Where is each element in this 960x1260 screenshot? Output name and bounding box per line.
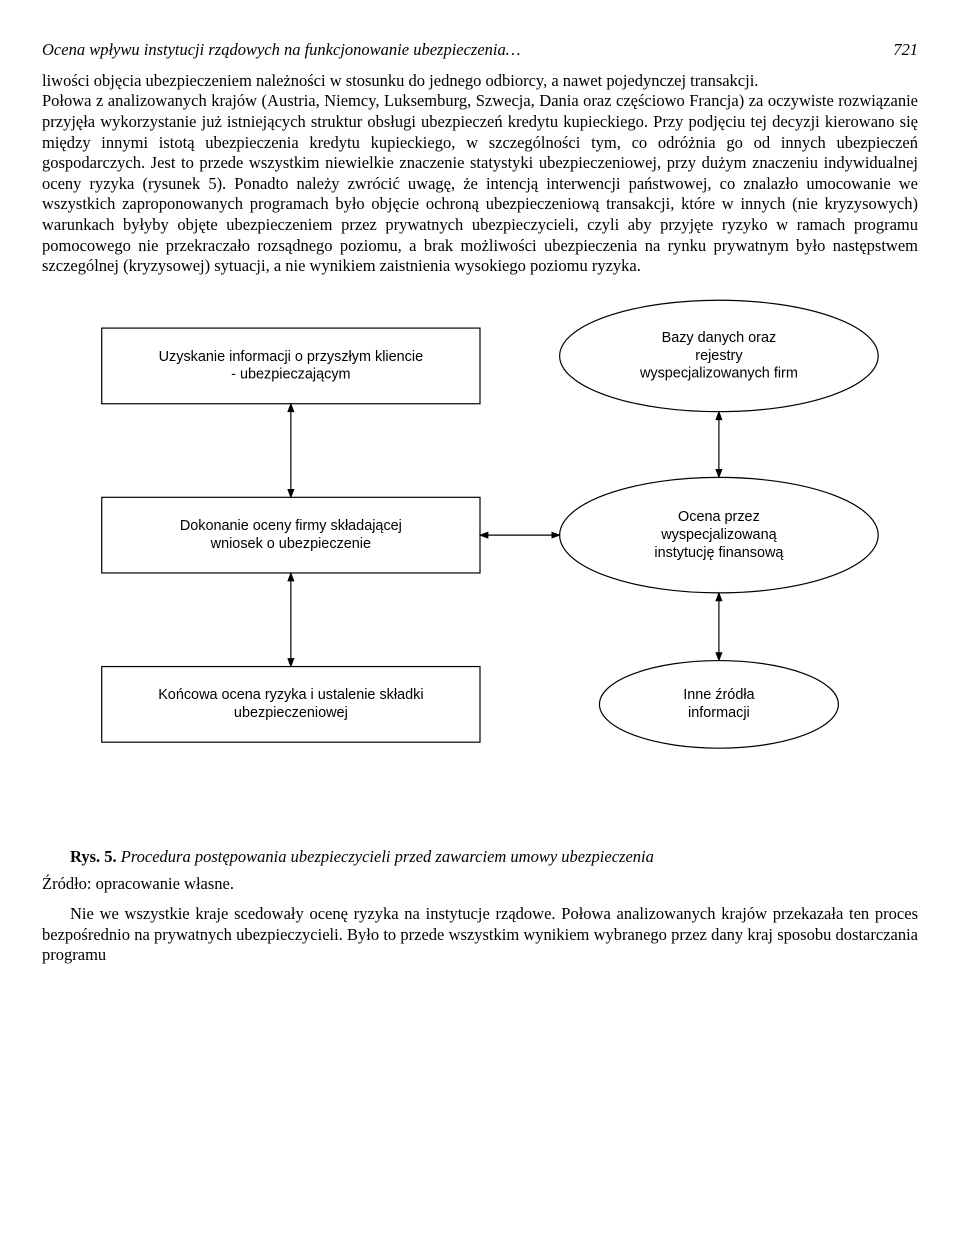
figure-label: Rys. 5. — [70, 847, 117, 866]
figure-caption-text: Procedura postępowania ubezpieczycieli p… — [117, 847, 654, 866]
svg-text:Końcowa ocena ryzyka i ustalen: Końcowa ocena ryzyka i ustalenie składki — [158, 687, 423, 703]
page-number: 721 — [893, 40, 918, 61]
svg-text:Ocena przez: Ocena przez — [678, 509, 760, 525]
svg-text:wniosek o ubezpieczenie: wniosek o ubezpieczenie — [210, 536, 371, 552]
svg-text:instytucję finansową: instytucję finansową — [654, 545, 784, 561]
svg-text:wyspecjalizowanych firm: wyspecjalizowanych firm — [639, 366, 798, 382]
svg-text:Inne źródła: Inne źródła — [683, 687, 755, 703]
svg-text:Uzyskanie informacji o przyszł: Uzyskanie informacji o przyszłym klienci… — [159, 349, 423, 365]
running-title: Ocena wpływu instytucji rządowych na fun… — [42, 40, 520, 61]
figure-source: Źródło: opracowanie własne. — [42, 874, 918, 895]
svg-text:Dokonanie oceny firmy składają: Dokonanie oceny firmy składającej — [180, 518, 402, 534]
figure-caption: Rys. 5. Procedura postępowania ubezpiecz… — [42, 847, 918, 868]
tail-paragraph: Nie we wszystkie kraje scedowały ocenę r… — [42, 904, 918, 966]
body-paragraph: liwości objęcia ubezpieczeniem należnośc… — [42, 71, 918, 277]
svg-text:informacji: informacji — [688, 705, 750, 721]
running-header: Ocena wpływu instytucji rządowych na fun… — [42, 40, 918, 61]
svg-text:wyspecjalizowaną: wyspecjalizowaną — [660, 527, 777, 543]
flowchart-diagram: Uzyskanie informacji o przyszłym klienci… — [42, 297, 918, 837]
svg-text:ubezpieczeniowej: ubezpieczeniowej — [234, 705, 348, 721]
svg-text:rejestry: rejestry — [695, 348, 743, 364]
svg-text:Bazy danych oraz: Bazy danych oraz — [662, 330, 777, 346]
svg-text:- ubezpieczającym: - ubezpieczającym — [231, 367, 350, 383]
